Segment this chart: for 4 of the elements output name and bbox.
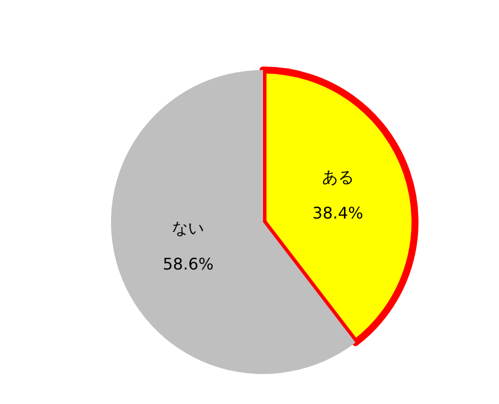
- data-label: 58.6%: [162, 254, 214, 274]
- slice-label: ある: [322, 168, 354, 187]
- data-label: 38.4%: [312, 204, 364, 223]
- slice-label: ない: [172, 218, 204, 238]
